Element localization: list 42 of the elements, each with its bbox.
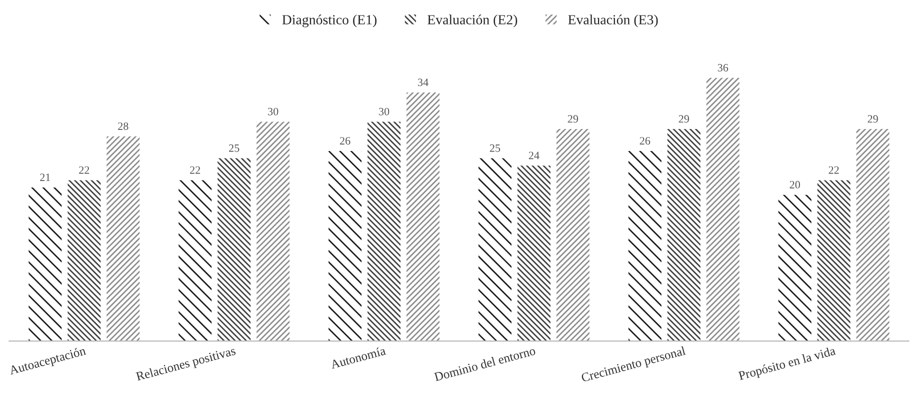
bar [856,129,890,342]
legend-label: Evaluación (E2) [428,14,518,28]
bar [406,92,440,342]
data-label: 21 [40,174,50,182]
bar [706,78,740,342]
data-label: 28 [118,122,128,130]
bar [368,122,401,342]
x-tick-label: Dominio del entorno [434,346,536,382]
data-label: 20 [790,180,800,188]
bar [328,150,362,342]
bar [628,150,662,342]
bar [218,158,251,342]
data-label: 29 [568,115,578,123]
x-tick-label: Propósito en la vida [738,346,837,383]
data-label: 25 [490,144,500,152]
data-label: 29 [678,115,690,123]
bar [106,136,140,342]
bar [667,129,700,342]
data-label: 24 [528,152,540,160]
data-label: 29 [868,115,878,123]
bar [817,180,850,342]
data-label: 34 [418,78,428,86]
bar [178,180,212,342]
legend-label: Diagnóstico (E1) [282,14,377,28]
data-label: 36 [718,64,728,72]
data-label: 22 [190,166,200,174]
x-tick-label: Relaciones positivas [136,346,237,384]
bar [478,158,512,342]
bar [256,122,290,342]
data-label: 26 [640,137,650,145]
bar [517,166,550,342]
data-label: 30 [379,108,390,116]
bar [28,188,62,342]
data-label: 26 [340,137,350,145]
data-label: 22 [79,166,90,174]
bar [556,129,590,342]
legend-label: Evaluación (E3) [568,14,658,28]
bar [778,194,812,342]
data-label: 25 [229,144,240,152]
data-label: 30 [268,108,278,116]
bar [68,180,101,342]
data-label: 22 [828,166,839,174]
